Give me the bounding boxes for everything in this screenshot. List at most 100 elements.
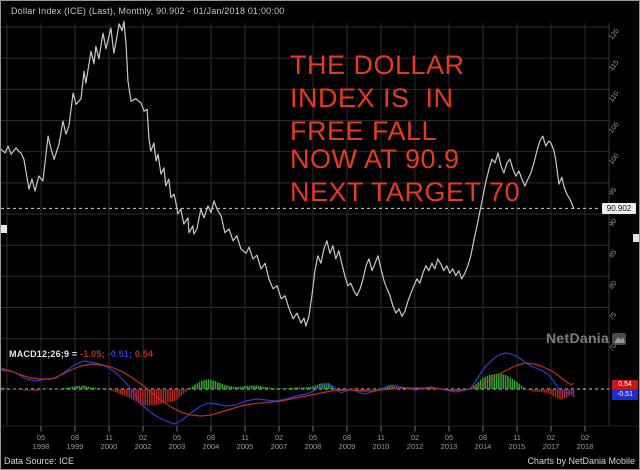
macd-histogram-bar [269,387,271,389]
macd-histogram-bar [235,387,237,389]
macd-histogram-bar [87,386,90,389]
macd-histogram-bar [137,389,140,404]
macd-histogram-bar [19,389,22,390]
macd-histogram-bar [196,383,199,389]
macd-histogram-bar [486,375,489,389]
macd-histogram-bar [203,380,205,389]
macd-histogram-bar [90,387,92,389]
y-axis-label: 90 [608,218,618,229]
macd-histogram-bar [239,386,242,389]
macd-histogram-bar [153,389,155,405]
x-axis-label: 11 2015 [508,433,526,451]
macd-histogram-bar [74,386,76,389]
x-axis-label: 05 1998 [32,433,50,451]
macd-histogram-bar [536,389,539,392]
macd-histogram-bar [26,389,29,391]
macd-histogram-bar [47,388,49,389]
macd-histogram-bar [371,389,373,390]
macd-histogram-bar [13,389,15,390]
macd-histogram-bar [368,389,371,391]
macd-histogram-bar [262,386,264,389]
macd-histogram-bar [271,388,273,389]
macd-histogram-bar [405,388,407,389]
macd-histogram-bar [10,389,13,390]
macd-histogram-bar [198,381,201,389]
signal-line[interactable] [1,362,574,417]
macd-histogram-bar [504,374,507,389]
macd-histogram-bar [192,386,194,389]
macd-histogram-bar [83,385,85,389]
macd-histogram-bar [71,386,74,389]
macd-histogram-bar [105,389,108,390]
annotation-free-fall: THE DOLLAR INDEX IS IN FREE FALL [290,50,465,146]
x-axis-label: 11 2005 [236,433,254,451]
macd-histogram-bar [366,389,369,391]
macd-histogram-bar [312,386,314,389]
macd-histogram-bar [232,386,235,389]
macd-histogram-bar [364,389,366,392]
y-axis-label: 75 [608,311,618,322]
x-axis-label: 02 2002 [134,433,152,451]
macd-histogram-bar [491,374,493,389]
macd-equals: = [69,349,81,359]
price-line[interactable] [1,20,575,327]
macd-histogram-bar [260,386,262,389]
macd-histogram-bar [146,389,149,406]
macd-histogram-bar [205,379,208,389]
macd-histogram-bar [389,386,391,389]
x-axis-label: 02 2017 [542,433,560,451]
right-axis-handle[interactable] [633,234,640,242]
macd-histogram-bar [248,385,251,389]
macd-histogram-bar [67,387,69,389]
macd-histogram-bar [171,389,174,402]
macd-histogram-bar [353,388,355,389]
macd-histogram-bar [112,389,115,392]
macd-histogram-bar [479,379,482,389]
x-axis-label: 08 2014 [474,433,492,451]
macd-histogram-bar [393,386,396,389]
macd-histogram-bar [298,387,301,389]
left-axis-handle[interactable] [1,225,7,233]
x-axis-label: 08 2009 [338,433,356,451]
macd-histogram-bar [348,388,350,389]
macd-histogram-bar [285,388,287,389]
macd-histogram-bar [133,389,135,401]
macd-histogram-bar [210,379,212,389]
macd-histogram-bar [219,383,221,389]
macd-histogram-bar [85,386,87,389]
macd-histogram-bar [76,385,78,389]
macd-histogram-bar [337,389,339,390]
macd-histogram-bar [328,383,330,389]
macd-histogram-bar [158,389,160,405]
macd-histogram-bar [402,388,405,389]
macd-histogram-bar [164,389,167,404]
netdania-watermark: NetDania [546,330,610,346]
macd-line[interactable] [1,352,575,425]
x-axis-label: 11 2000 [100,433,118,451]
macd-histogram-bar [305,387,307,389]
macd-histogram-bar [94,387,97,389]
y-axis-label: 110 [608,90,620,103]
macd-histogram-bar [346,389,348,390]
macd-histogram-bar [532,389,534,392]
macd-histogram-bar [507,376,509,389]
macd-histogram-bar [357,389,359,390]
macd-histogram-bar [99,388,101,389]
macd-histogram-bar [42,389,44,390]
annotation-target: NOW AT 90.9 NEXT TARGET 70 [290,144,521,207]
macd-histogram-bar [180,389,183,396]
y-axis-label: 70 [608,342,618,353]
macd-histogram-bar [557,389,559,399]
macd-histogram-bar [253,385,255,389]
macd-histogram-bar [525,389,527,390]
macd-histogram-bar [495,373,498,389]
macd-histogram-bar [362,389,364,391]
macd-histogram-bar [40,389,42,390]
macd-histogram-bar [552,389,554,396]
macd-histogram-bar [241,386,244,389]
macd-histogram-bar [167,389,169,403]
macd-indicator-header: MACD12;26;9 = -1.05; -0.51; 0.54 [9,349,153,359]
charts-by-label: Charts by NetDania Mobile [527,456,635,466]
